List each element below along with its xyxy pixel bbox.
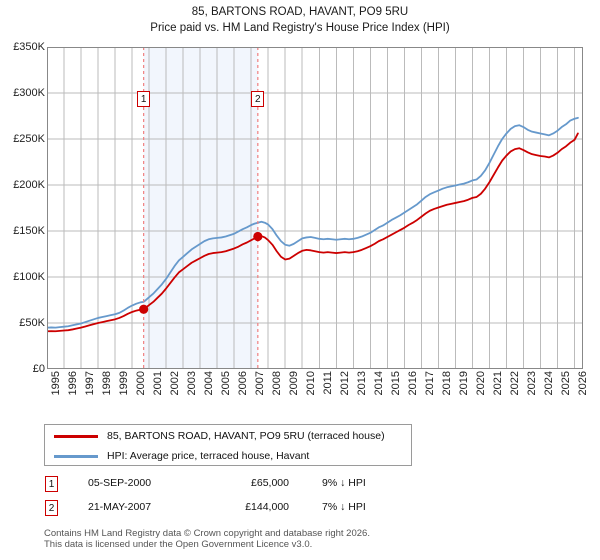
- footer-attribution: Contains HM Land Registry data © Crown c…: [44, 528, 564, 550]
- transaction-index-badge: 2: [45, 500, 58, 516]
- transaction-price: £65,000: [251, 477, 289, 489]
- footer-line-2: This data is licensed under the Open Gov…: [44, 539, 313, 550]
- highlight-band: [143, 47, 258, 369]
- x-tick-label: 2026: [577, 371, 590, 396]
- x-tick-label: 2013: [356, 371, 369, 396]
- legend-color-swatch: [54, 455, 98, 458]
- page-subtitle: Price paid vs. HM Land Registry's House …: [150, 22, 450, 34]
- series-line-0: [47, 116, 579, 329]
- legend-label: 85, BARTONS ROAD, HAVANT, PO9 5RU (terra…: [107, 430, 385, 442]
- x-tick-label: 2017: [424, 371, 437, 396]
- x-tick-label: 1999: [118, 371, 131, 396]
- chart-title-block: 85, BARTONS ROAD, HAVANT, PO9 5RU Price …: [0, 4, 600, 36]
- legend-item: 85, BARTONS ROAD, HAVANT, PO9 5RU (terra…: [45, 426, 411, 447]
- footer-line-1: Contains HM Land Registry data © Crown c…: [44, 528, 370, 539]
- x-tick-label: 2003: [186, 371, 199, 396]
- y-tick-label: £200K: [13, 179, 45, 191]
- transaction-hpi-delta: 9% ↓ HPI: [322, 477, 366, 489]
- legend-label: HPI: Average price, terraced house, Hava…: [107, 450, 310, 462]
- x-tick-label: 2004: [203, 371, 216, 396]
- x-tick-label: 2005: [220, 371, 233, 396]
- x-tick-label: 2000: [135, 371, 148, 396]
- x-tick-label: 2022: [509, 371, 522, 396]
- x-tick-label: 2012: [339, 371, 352, 396]
- x-tick-label: 1998: [101, 371, 114, 396]
- x-tick-label: 2018: [441, 371, 454, 396]
- x-tick-label: 2016: [407, 371, 420, 396]
- x-tick-label: 2009: [288, 371, 301, 396]
- x-tick-label: 1995: [50, 371, 62, 396]
- transaction-hpi-delta: 7% ↓ HPI: [322, 501, 366, 513]
- x-tick-label: 2020: [475, 371, 488, 396]
- x-tick-label: 2002: [169, 371, 182, 396]
- transaction-index-badge: 1: [45, 476, 58, 492]
- legend-item: HPI: Average price, terraced house, Hava…: [45, 446, 411, 467]
- x-tick-label: 1996: [67, 371, 80, 396]
- x-tick-label: 2023: [526, 371, 539, 396]
- x-tick-label: 1997: [84, 371, 97, 396]
- chart-svg: [47, 47, 583, 369]
- x-tick-label: 2010: [305, 371, 318, 396]
- x-tick-label: 2006: [237, 371, 250, 396]
- y-tick-label: £350K: [13, 41, 45, 53]
- x-tick-label: 2011: [322, 371, 335, 395]
- x-tick-label: 2019: [458, 371, 471, 396]
- x-tick-label: 2001: [152, 371, 165, 396]
- y-tick-label: £300K: [13, 87, 45, 99]
- chart-legend: 85, BARTONS ROAD, HAVANT, PO9 5RU (terra…: [44, 424, 412, 466]
- series-line-1: [47, 132, 579, 333]
- y-tick-label: £100K: [13, 271, 45, 283]
- x-tick-label: 2014: [373, 371, 386, 396]
- y-axis-labels: £0 £50K £100K £150K £200K £250K £300K £350K: [0, 0, 45, 420]
- y-tick-label: £150K: [13, 225, 45, 237]
- transaction-date: 21-MAY-2007: [88, 501, 152, 513]
- plot-event-badge-2: 2: [251, 91, 265, 107]
- y-tick-label: £50K: [19, 317, 45, 329]
- transaction-price: £144,000: [245, 501, 289, 513]
- legend-color-swatch: [54, 435, 98, 438]
- x-tick-label: 2008: [271, 371, 284, 396]
- x-axis-labels: 1995 1996 1997 1998 1999 2000 2001 2002 2003 2004…: [0, 369, 600, 413]
- page-title: 85, BARTONS ROAD, HAVANT, PO9 5RU: [191, 6, 409, 18]
- plot-area: [47, 47, 583, 369]
- event-dot: [253, 231, 263, 242]
- table-row: 1 05-SEP-2000 £65,000 9% ↓ HPI: [44, 474, 464, 498]
- x-tick-label: 2021: [492, 371, 505, 396]
- transactions-table: 1 05-SEP-2000 £65,000 9% ↓ HPI 2 21-MAY-2007 £…: [44, 474, 464, 522]
- transaction-date: 05-SEP-2000: [88, 477, 152, 489]
- y-tick-label: £250K: [13, 133, 45, 145]
- y-tick-label: £0: [32, 363, 45, 375]
- table-row: 2 21-MAY-2007 £144,000 7% ↓ HPI: [44, 498, 464, 522]
- x-tick-label: 2025: [560, 371, 573, 396]
- x-tick-label: 2015: [390, 371, 403, 396]
- event-dot: [139, 304, 149, 314]
- x-tick-label: 2024: [543, 371, 556, 396]
- plot-event-badge-1: 1: [137, 91, 151, 107]
- x-tick-label: 2007: [254, 371, 267, 396]
